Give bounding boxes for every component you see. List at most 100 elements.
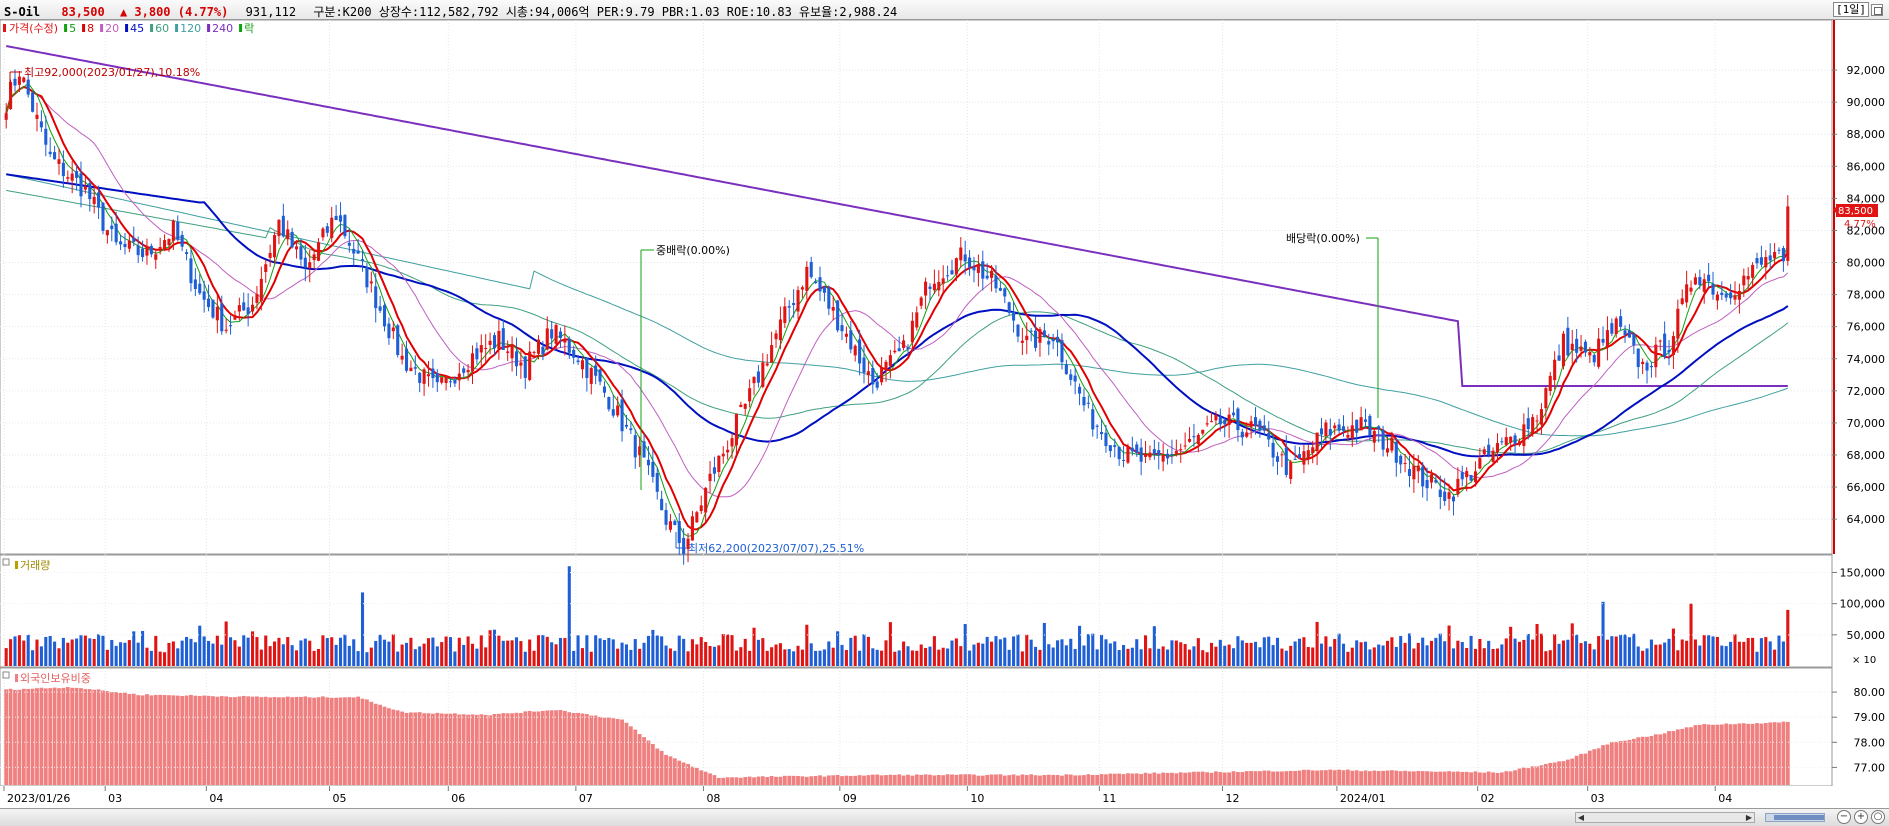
candle-body <box>1614 318 1618 334</box>
volume-bar <box>255 637 259 666</box>
foreign-bar <box>747 776 752 785</box>
foreign-bar <box>514 712 519 785</box>
zoom-reset-icon[interactable]: ○ <box>1871 810 1885 824</box>
candle-body <box>682 537 686 554</box>
volume-bar <box>528 639 532 666</box>
candle-body <box>400 355 404 360</box>
foreign-bar <box>593 715 598 785</box>
x-tick-label: 12 <box>1226 792 1240 805</box>
foreign-bar <box>272 696 277 785</box>
zoom-out-icon[interactable]: − <box>1837 810 1851 824</box>
candle-body <box>1280 454 1284 456</box>
candle-body <box>730 438 734 447</box>
volume-bar <box>1047 644 1051 666</box>
candle-body <box>330 217 334 238</box>
candle-body <box>950 270 954 275</box>
candle-body <box>1610 323 1614 334</box>
zoom-slider-thumb[interactable] <box>1774 815 1824 820</box>
candle-body <box>1078 386 1082 394</box>
volume-bar <box>906 646 910 666</box>
candle-body <box>1513 435 1517 444</box>
foreign-bar <box>1126 773 1130 785</box>
volume-bar <box>1306 647 1310 666</box>
volume-bar <box>1412 648 1416 666</box>
candle-body <box>1227 414 1231 425</box>
volume-bar <box>233 640 237 666</box>
volume-bar <box>1104 639 1108 666</box>
zoom-slider[interactable] <box>1765 813 1825 822</box>
foreign-bar <box>180 696 185 785</box>
candle-body <box>1355 419 1359 433</box>
volume-bar <box>950 640 954 666</box>
foreign-bar <box>1275 771 1280 785</box>
volume-bar <box>1324 636 1328 666</box>
candle-body <box>391 327 395 332</box>
candle-body <box>1583 341 1587 353</box>
volume-bar <box>272 641 277 666</box>
candle-body <box>765 363 769 366</box>
foreign-bar <box>1601 745 1605 785</box>
stock-code[interactable]: S-Oil <box>4 5 41 19</box>
foreign-bar <box>527 710 532 785</box>
stock-chart[interactable]: 92,000 90,000 88,000 86,000 84,000 82,000 80,0… <box>0 20 1889 808</box>
foreign-bar <box>602 717 607 785</box>
volume-bar <box>1214 646 1218 666</box>
volume-bar <box>1042 622 1046 666</box>
zoom-in-icon[interactable]: + <box>1854 810 1868 824</box>
scroll-right-icon[interactable]: ▶ <box>1745 813 1753 822</box>
volume-bar <box>369 647 373 666</box>
volume-bar <box>937 649 941 666</box>
foreign-bar <box>642 737 646 785</box>
volume-bar <box>532 650 536 666</box>
scroll-left-icon[interactable]: ◀ <box>1577 813 1585 822</box>
volume-bar <box>1658 644 1662 666</box>
foreign-bar <box>628 726 633 785</box>
volume-bar <box>457 637 461 666</box>
volume-bar <box>695 644 699 666</box>
volume-bar <box>550 642 554 666</box>
foreign-bar <box>409 712 413 785</box>
y-tick-label: 78,000 <box>1847 289 1886 302</box>
candle-body <box>343 215 347 237</box>
candle-body <box>1183 445 1187 447</box>
volume-bar <box>426 638 431 666</box>
foreign-bar <box>672 758 677 785</box>
period-selector[interactable]: [1일] <box>1833 2 1869 17</box>
candle-body <box>800 287 804 290</box>
ma5-line <box>5 82 1789 537</box>
foreign-bar <box>787 775 792 785</box>
candle-body <box>792 302 796 306</box>
volume-bar <box>1148 648 1152 666</box>
x-tick-label: 04 <box>209 792 223 805</box>
horizontal-scrollbar[interactable]: ◀ ▶ <box>1575 812 1755 823</box>
foreign-bar <box>1592 749 1597 785</box>
foreign-bar <box>536 711 541 785</box>
volume-bar <box>756 639 760 666</box>
foreign-bar <box>554 710 558 785</box>
candle-body <box>915 312 919 328</box>
foreign-bar <box>1447 771 1451 785</box>
foreign-bar <box>1526 768 1531 785</box>
foreign-bar <box>1389 770 1394 785</box>
candle-body <box>580 360 585 370</box>
volume-bar <box>259 649 263 666</box>
foreign-bar <box>1570 758 1575 785</box>
volume-bar <box>1575 634 1579 666</box>
volume-bar <box>721 634 725 666</box>
candle-body <box>1768 255 1772 261</box>
volume-bar <box>1227 644 1231 666</box>
volume-bar <box>1597 636 1601 666</box>
foreign-bar <box>400 711 405 785</box>
volume-bar <box>686 651 690 666</box>
foreign-bar <box>650 743 655 785</box>
legend-swatch <box>175 24 179 32</box>
foreign-bar <box>1583 753 1588 785</box>
volume-bar <box>242 635 246 666</box>
foreign-bar <box>1416 771 1421 785</box>
volume-bar <box>1759 638 1763 666</box>
y-tick-label: 80,000 <box>1847 257 1886 270</box>
foreign-bar <box>765 776 770 785</box>
foreign-bar <box>1178 772 1183 785</box>
y-tick-label: 82,000 <box>1847 224 1886 237</box>
window-maximize-icon[interactable] <box>1871 3 1883 16</box>
